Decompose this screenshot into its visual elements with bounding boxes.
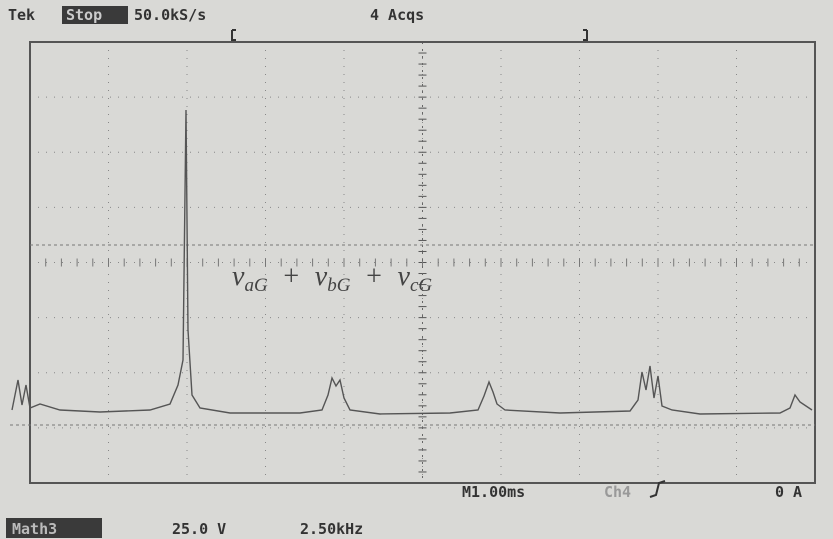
scale: 25.0 V [172,520,226,538]
trigger-brackets [231,29,588,41]
term-sub: cG [410,275,432,296]
operator: + [366,261,382,292]
acquisitions: 4 Acqs [370,6,424,24]
term-var: v [315,261,328,292]
term-sub: bG [327,275,351,296]
term-sub: aG [244,275,268,296]
trace-label: vaG + vbG + vcG [232,261,432,296]
term-var: v [232,261,245,292]
trigger-source: Ch4 [604,483,631,501]
trigger-level: 0 A [775,483,802,501]
term-var: v [398,261,411,292]
channel-badge [6,518,102,538]
channel: Math3 [12,520,57,538]
status-badge [62,6,128,24]
timebase: M1.00ms [462,483,525,501]
trigger-slope-icon [649,480,666,498]
graticule-frame [29,41,816,484]
sample-rate: 50.0kS/s [134,6,206,24]
brand: Tek [8,6,35,24]
status: Stop [66,6,102,24]
operator: + [283,261,299,292]
graticule [29,41,816,484]
waveform-trace [11,109,813,415]
frequency: 2.50kHz [300,520,363,538]
